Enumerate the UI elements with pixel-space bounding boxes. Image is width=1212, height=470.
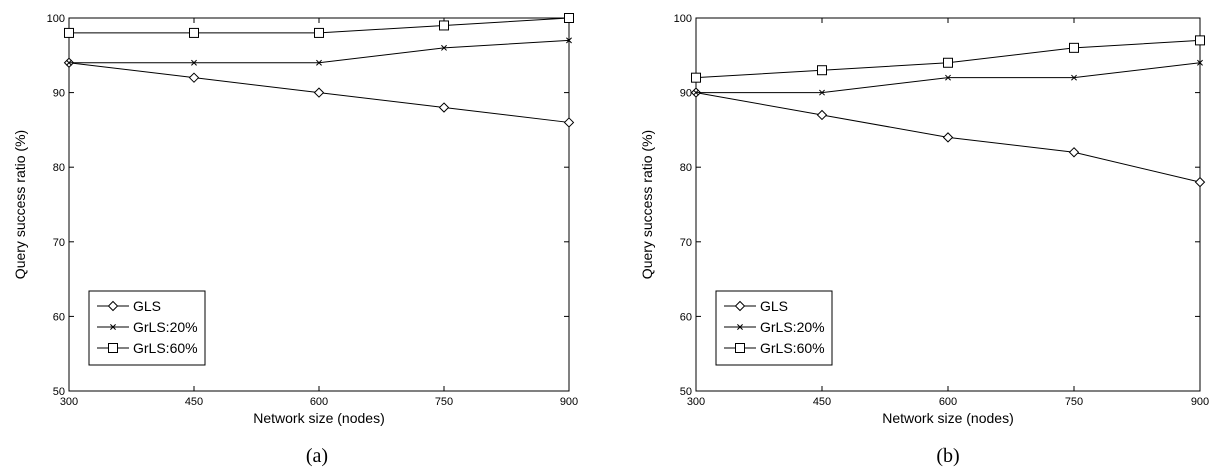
legend-label: GrLS:60% bbox=[133, 340, 198, 356]
x-tick-label: 300 bbox=[60, 396, 78, 408]
data-point bbox=[1197, 59, 1203, 66]
data-point bbox=[563, 117, 575, 128]
data-point bbox=[564, 13, 574, 23]
data-point bbox=[819, 89, 825, 96]
data-point bbox=[66, 59, 72, 66]
y-tick-label: 70 bbox=[53, 237, 65, 249]
data-point bbox=[189, 27, 199, 38]
x-tick-label: 450 bbox=[813, 396, 831, 408]
legend-marker bbox=[110, 324, 116, 330]
chart-panel: 300 450 600 750 900 50 60 70 80 90 100 Network size… bbox=[12, 13, 578, 467]
data-point bbox=[191, 59, 197, 66]
legend-marker bbox=[737, 324, 743, 330]
y-tick-label: 50 bbox=[53, 386, 65, 398]
x-tick-label: 750 bbox=[1065, 396, 1083, 408]
legend-label: GLS bbox=[760, 298, 788, 314]
legend-label: GLS bbox=[133, 298, 161, 314]
x-tick-label: 450 bbox=[185, 396, 203, 408]
data-point bbox=[942, 132, 954, 143]
data-point bbox=[1071, 74, 1077, 81]
data-point bbox=[314, 27, 324, 38]
data-point bbox=[438, 102, 450, 113]
x-tick-label: 900 bbox=[560, 396, 578, 408]
y-tick-label: 100 bbox=[47, 13, 65, 25]
y-tick-label: 80 bbox=[53, 162, 65, 174]
data-point bbox=[693, 89, 699, 96]
x-axis-label: Network size (nodes) bbox=[882, 410, 1014, 426]
data-point bbox=[816, 109, 828, 121]
y-tick-label: 90 bbox=[680, 88, 692, 100]
panel-caption: (a) bbox=[306, 445, 328, 467]
x-axis-label: Network size (nodes) bbox=[253, 410, 385, 426]
x-tick-label: 900 bbox=[1191, 396, 1209, 408]
legend-box bbox=[715, 290, 833, 366]
data-point bbox=[1068, 147, 1080, 158]
y-tick-label: 100 bbox=[674, 13, 692, 25]
data-point bbox=[566, 37, 572, 44]
y-axis-label: Query success ratio (%) bbox=[12, 130, 28, 279]
y-tick-label: 60 bbox=[53, 311, 65, 323]
data-point bbox=[691, 72, 701, 83]
x-tick-label: 300 bbox=[687, 396, 705, 408]
series-line bbox=[69, 39, 570, 64]
data-point bbox=[1195, 35, 1205, 46]
legend-label: GrLS:60% bbox=[760, 340, 825, 356]
y-tick-label: 80 bbox=[680, 162, 692, 174]
x-tick-label: 750 bbox=[435, 396, 453, 408]
data-point bbox=[943, 57, 953, 68]
data-point bbox=[945, 74, 951, 81]
legend-marker bbox=[735, 343, 745, 353]
data-point bbox=[313, 87, 325, 98]
x-tick-label: 600 bbox=[310, 396, 328, 408]
data-point bbox=[817, 65, 827, 76]
legend-label: GrLS:20% bbox=[133, 319, 198, 335]
panel-caption: (b) bbox=[936, 445, 959, 467]
data-point bbox=[64, 27, 74, 38]
data-point bbox=[188, 72, 200, 83]
y-tick-label: 60 bbox=[680, 311, 692, 323]
data-point bbox=[1069, 42, 1079, 53]
y-tick-label: 70 bbox=[680, 237, 692, 249]
y-axis-label: Query success ratio (%) bbox=[639, 130, 655, 279]
legend-marker bbox=[108, 343, 118, 353]
data-point bbox=[441, 44, 447, 51]
legend-label: GrLS:20% bbox=[760, 319, 825, 335]
data-point bbox=[1194, 176, 1206, 188]
chart-panel: 300 450 600 750 900 50 60 70 80 90 100 Network size… bbox=[639, 13, 1209, 467]
legend-marker bbox=[734, 300, 746, 312]
data-point bbox=[439, 20, 449, 31]
x-tick-label: 600 bbox=[939, 396, 957, 408]
data-point bbox=[316, 59, 322, 66]
legend-marker bbox=[107, 300, 119, 312]
y-tick-label: 50 bbox=[680, 386, 692, 398]
y-tick-label: 90 bbox=[53, 88, 65, 100]
